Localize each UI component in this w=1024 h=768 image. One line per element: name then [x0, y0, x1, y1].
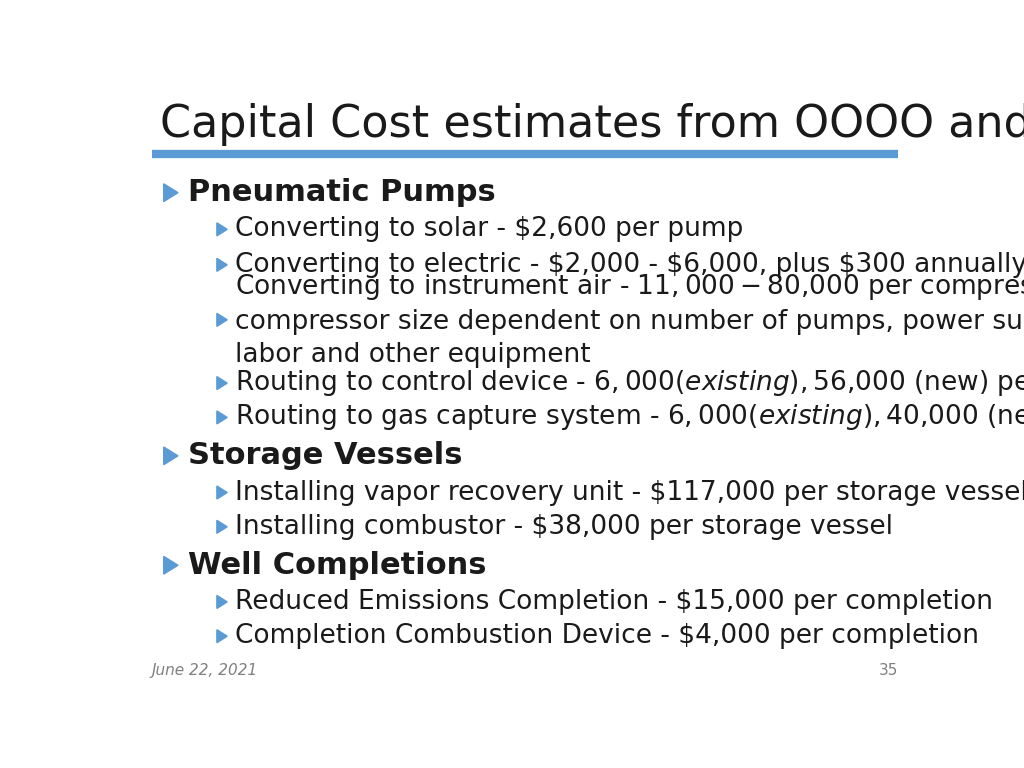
- Polygon shape: [217, 630, 227, 643]
- Text: Routing to control device - $6,000 (existing), $56,000 (new) per pump: Routing to control device - $6,000 (exis…: [236, 368, 1024, 398]
- Polygon shape: [164, 556, 178, 574]
- Text: Converting to solar - $2,600 per pump: Converting to solar - $2,600 per pump: [236, 217, 743, 243]
- Text: Installing vapor recovery unit - $117,000 per storage vessel: Installing vapor recovery unit - $117,00…: [236, 479, 1024, 505]
- Text: Routing to gas capture system - $6,000 (existing), $40,000 (new) per pump: Routing to gas capture system - $6,000 (…: [236, 402, 1024, 432]
- Text: Capital Cost estimates from OOOO and OOOOa: Capital Cost estimates from OOOO and OOO…: [160, 103, 1024, 146]
- Polygon shape: [217, 486, 227, 499]
- Polygon shape: [217, 258, 227, 271]
- Polygon shape: [164, 447, 178, 465]
- Text: Converting to instrument air - $11,000 - $80,000 per compressor,
compressor size: Converting to instrument air - $11,000 -…: [236, 272, 1024, 368]
- Text: Completion Combustion Device - $4,000 per completion: Completion Combustion Device - $4,000 pe…: [236, 623, 979, 649]
- Polygon shape: [217, 595, 227, 608]
- Polygon shape: [217, 520, 227, 533]
- Polygon shape: [217, 223, 227, 236]
- Polygon shape: [217, 411, 227, 424]
- Text: Installing combustor - $38,000 per storage vessel: Installing combustor - $38,000 per stora…: [236, 514, 893, 540]
- Text: June 22, 2021: June 22, 2021: [152, 663, 258, 678]
- Text: 35: 35: [879, 663, 898, 678]
- Text: Converting to electric - $2,000 - $6,000, plus $300 annually per pump: Converting to electric - $2,000 - $6,000…: [236, 252, 1024, 278]
- Polygon shape: [164, 184, 178, 201]
- Text: Reduced Emissions Completion - $15,000 per completion: Reduced Emissions Completion - $15,000 p…: [236, 589, 993, 615]
- Text: Storage Vessels: Storage Vessels: [187, 442, 462, 470]
- Polygon shape: [217, 376, 227, 389]
- Polygon shape: [217, 313, 227, 326]
- Text: Pneumatic Pumps: Pneumatic Pumps: [187, 178, 496, 207]
- Text: Well Completions: Well Completions: [187, 551, 486, 580]
